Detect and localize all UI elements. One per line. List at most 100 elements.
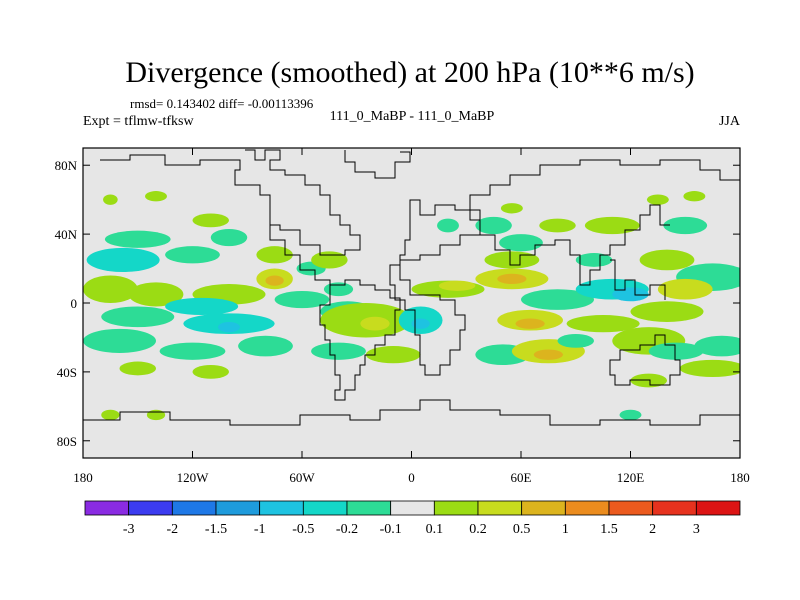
colorbar-label: 1 <box>562 522 569 537</box>
colorbar: -3 -2 -1.5 -1 -0.5 -0.2 -0.1 0.1 0.2 0.5 1 1.5 2 3 <box>84 500 741 537</box>
x-tick-label: 60E <box>511 470 532 485</box>
contour-patch <box>630 301 704 322</box>
y-tick-label: 80S <box>57 434 77 449</box>
colorbar-label: 3 <box>693 522 700 537</box>
contour-patch <box>539 218 576 233</box>
contour-patch <box>515 318 545 329</box>
colorbar-label: -0.5 <box>292 522 314 537</box>
coastline-north-america <box>100 149 361 256</box>
contour-patch <box>218 321 240 333</box>
contour-patch <box>311 251 348 269</box>
x-tick-label: 120W <box>177 470 210 485</box>
contour-patch <box>533 349 563 360</box>
contour-patch <box>210 228 248 247</box>
x-tick-label: 60W <box>289 470 315 485</box>
contour-patch <box>238 335 293 357</box>
contour-patch <box>101 409 120 421</box>
coastline-arabia-india <box>480 204 670 286</box>
y-tick-label: 40S <box>57 365 77 380</box>
colorbar-swatch <box>521 500 566 516</box>
contour-patch <box>521 289 594 310</box>
contour-patch <box>128 282 184 307</box>
colorbar-swatch <box>84 500 130 516</box>
coastline-asia <box>469 159 740 220</box>
contour-layer <box>83 191 740 421</box>
colorbar-label: -2 <box>166 522 178 537</box>
contour-patch <box>648 342 704 360</box>
chart-title: Divergence (smoothed) at 200 hPa (10**6 … <box>125 56 694 89</box>
coastline-south-america <box>319 279 401 401</box>
subtitle-label: 111_0_MaBP - 111_0_MaBP <box>330 109 495 124</box>
contour-patch <box>566 315 640 333</box>
colorbar-swatch <box>695 500 741 516</box>
colorbar-label: 2 <box>649 522 656 537</box>
contour-patch <box>411 318 430 329</box>
x-tick-label: 120E <box>617 470 645 485</box>
contour-patch <box>499 234 543 252</box>
coastline-central-america <box>269 225 331 285</box>
colorbar-label: 0.1 <box>426 522 444 537</box>
contour-patch <box>145 191 167 202</box>
coastline-europe-africa <box>389 199 481 376</box>
coastline-antarctica <box>83 399 740 426</box>
contour-patch <box>83 328 156 353</box>
contour-patch <box>619 409 642 421</box>
colorbar-label: -0.2 <box>336 522 358 537</box>
contour-patch <box>663 216 708 235</box>
x-tick-label: 0 <box>408 470 415 485</box>
contour-patch <box>437 218 459 233</box>
colorbar-label: -0.1 <box>380 522 402 537</box>
contour-patch <box>274 290 330 309</box>
contour-patch <box>119 361 156 376</box>
y-tick-label: 40N <box>55 227 78 242</box>
colorbar-swatch <box>302 500 348 516</box>
contour-patch <box>657 278 713 300</box>
y-tick-label: 0 <box>71 296 78 311</box>
colorbar-swatch <box>477 500 523 516</box>
contour-patch <box>165 297 239 316</box>
y-tick-label: 80N <box>55 158 78 173</box>
x-tick-label: 180 <box>73 470 93 485</box>
contour-patch <box>646 194 669 205</box>
contour-patch <box>612 287 649 302</box>
colorbar-label: 0.2 <box>469 522 487 537</box>
colorbar-swatch <box>433 500 479 516</box>
contour-patch <box>192 213 229 228</box>
contour-patch <box>557 334 594 348</box>
contour-patch <box>365 346 421 364</box>
contour-patch <box>146 409 166 421</box>
colorbar-label: -1 <box>254 522 266 537</box>
contour-patch <box>575 253 613 267</box>
colorbar-swatch <box>128 500 173 516</box>
contour-patch <box>86 247 160 272</box>
colorbar-swatch <box>346 500 392 516</box>
colorbar-label: 1.5 <box>600 522 618 537</box>
contour-patch <box>584 216 640 235</box>
contour-patch <box>484 251 540 269</box>
contour-patch <box>256 246 293 264</box>
contour-patch <box>497 273 527 285</box>
contour-patch <box>311 342 366 360</box>
contour-patch <box>360 316 390 331</box>
coastline-southeast-asia <box>610 259 666 300</box>
colorbar-label: -1.5 <box>205 522 227 537</box>
colorbar-label: 0.5 <box>513 522 531 537</box>
colorbar-swatch <box>259 500 304 516</box>
colorbar-swatch <box>171 500 217 516</box>
season-label: JJA <box>719 114 741 129</box>
contour-patch <box>101 306 175 328</box>
coastline-australia <box>609 334 681 386</box>
contour-patch <box>679 359 740 378</box>
colorbar-swatch <box>608 500 654 516</box>
contour-patch <box>323 282 354 297</box>
axis-ticks: 180 120W 60W 0 60E 120E 180 80N 40N 0 40S 80S <box>55 148 750 485</box>
contour-patch <box>83 275 138 303</box>
contour-patch <box>438 280 476 291</box>
contour-patch <box>475 216 512 235</box>
contour-patch <box>639 249 695 271</box>
contour-patch <box>192 365 229 379</box>
experiment-label: Expt = tflmw-tfksw <box>83 114 194 129</box>
contour-patch <box>159 342 226 360</box>
contour-patch <box>265 275 284 286</box>
